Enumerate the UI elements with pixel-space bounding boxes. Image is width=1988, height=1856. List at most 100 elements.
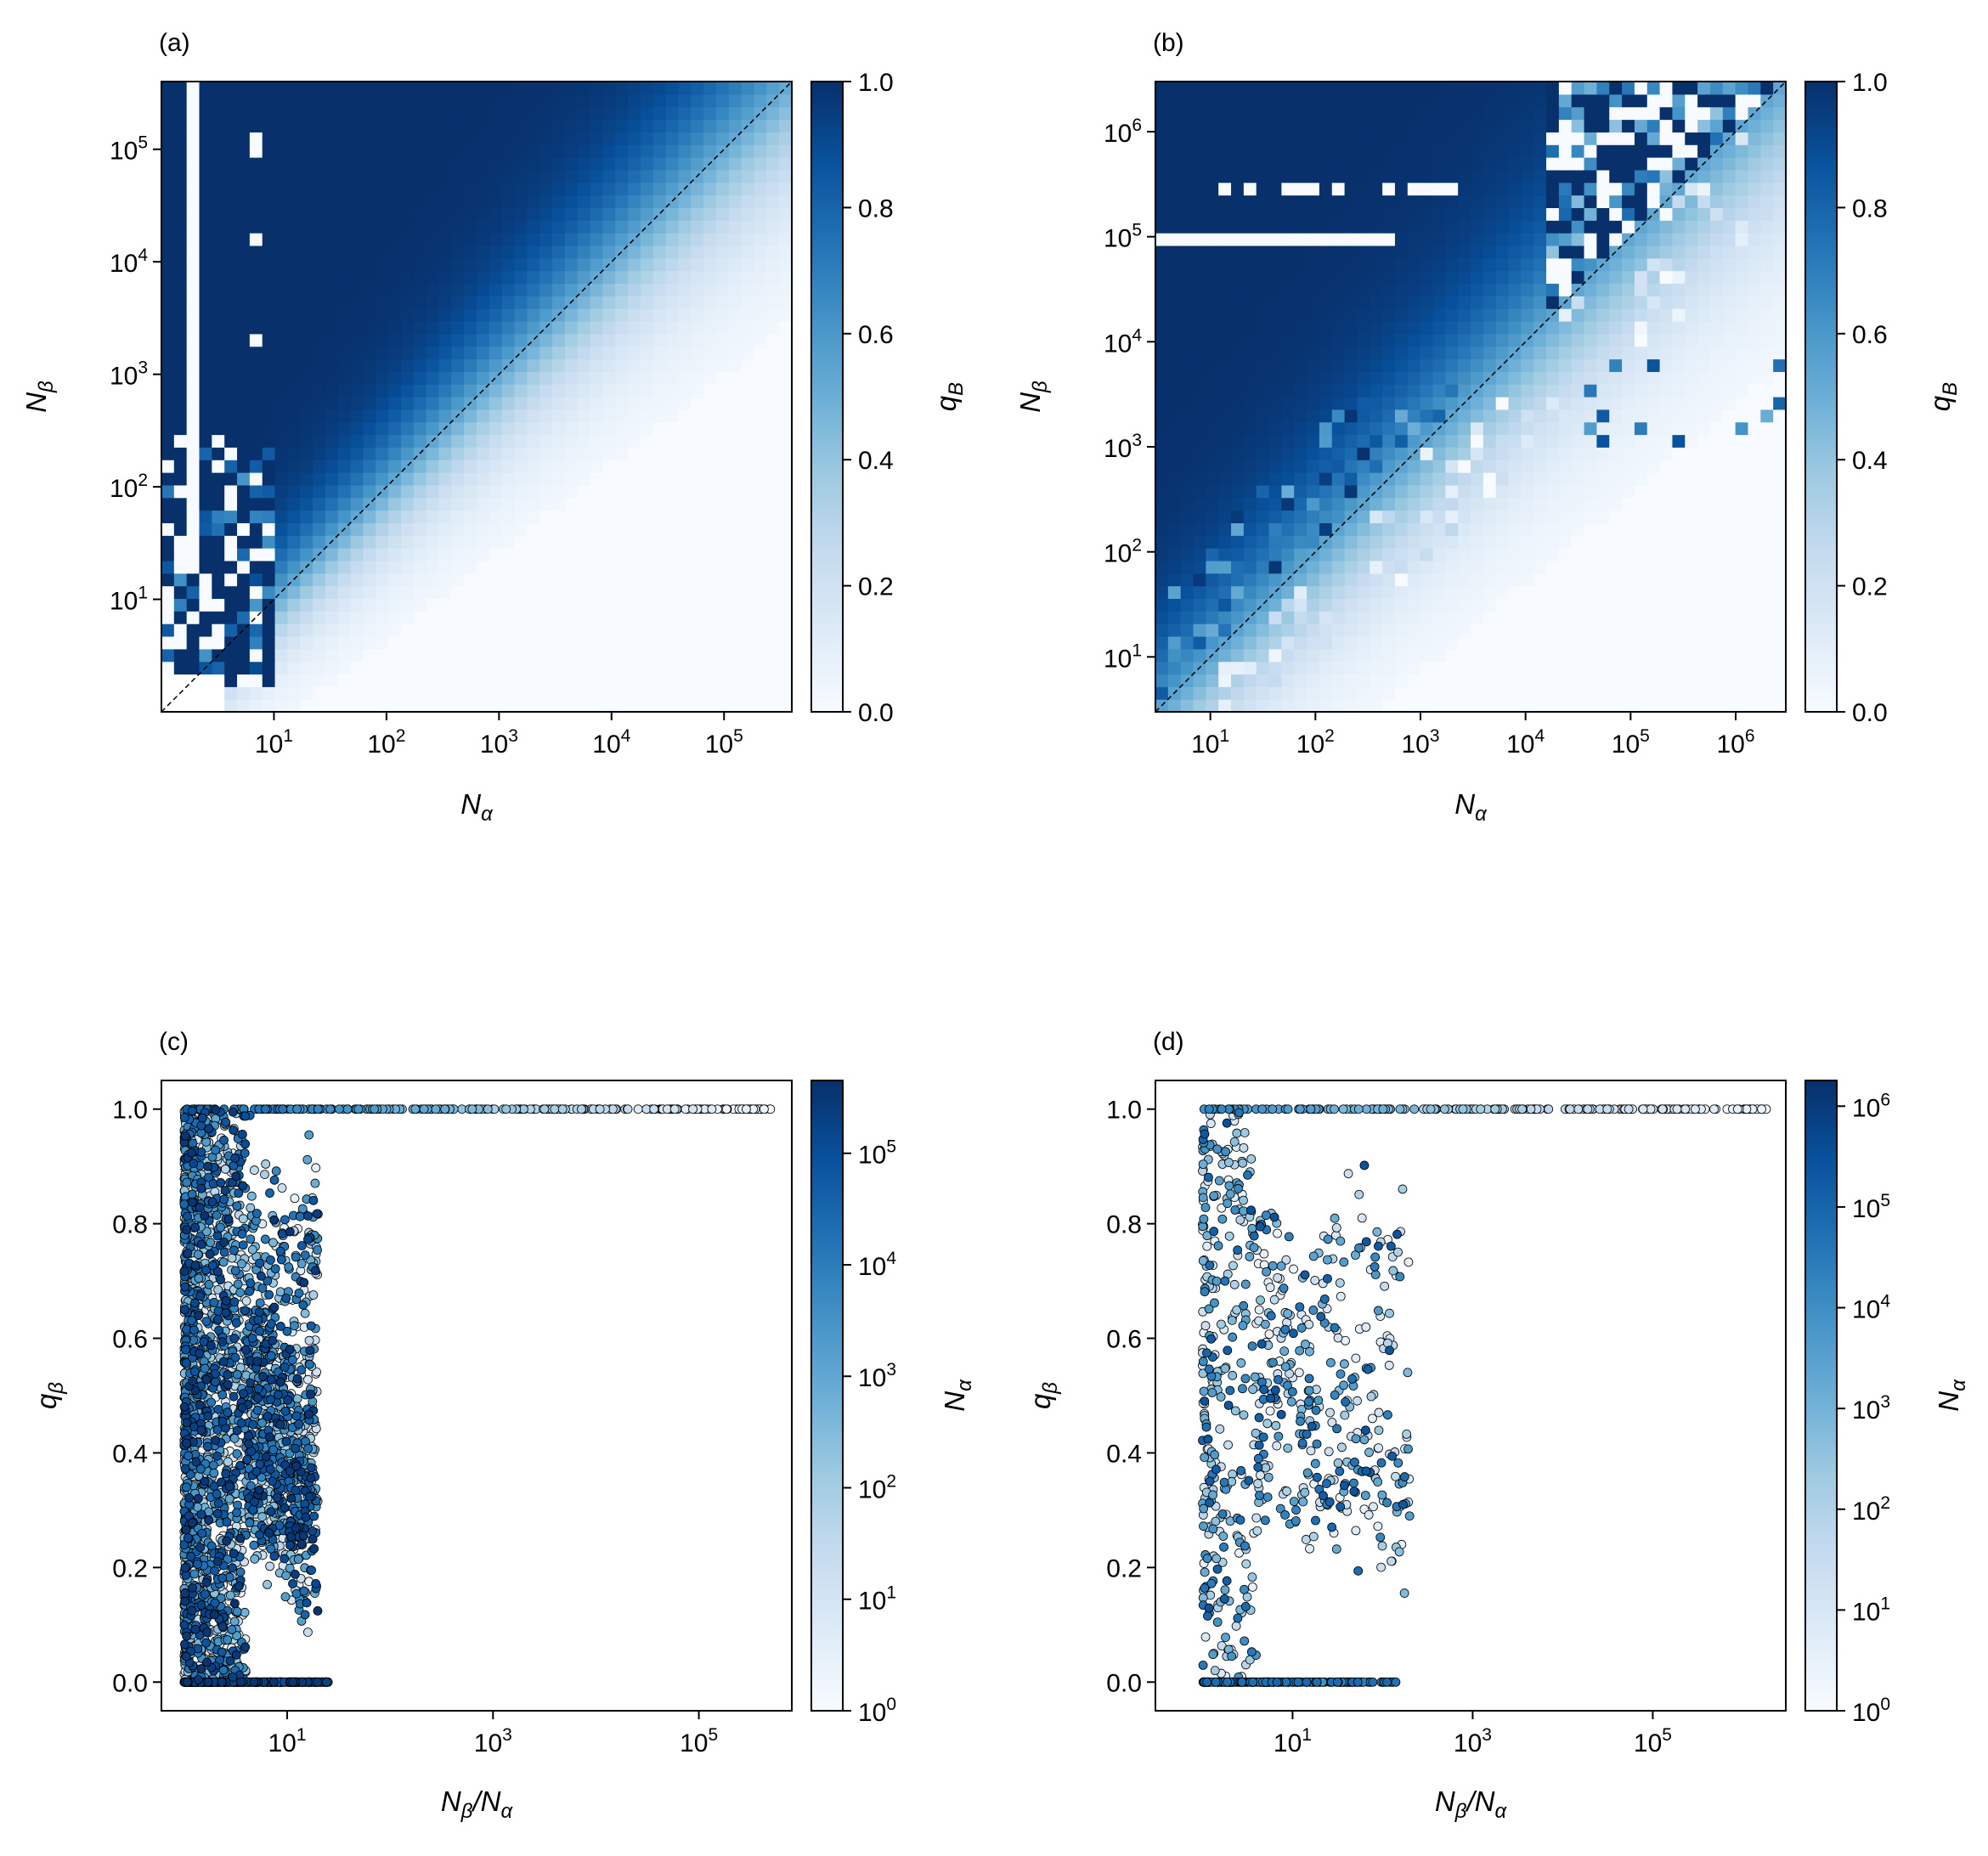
heatmap-cell xyxy=(1584,686,1597,700)
heatmap-cell xyxy=(1697,674,1711,687)
heatmap-cell xyxy=(1218,409,1232,423)
heatmap-cell xyxy=(1722,674,1737,687)
heatmap-cell xyxy=(1206,447,1219,460)
heatmap-cell xyxy=(1458,195,1471,208)
heatmap-cell xyxy=(1357,598,1370,612)
heatmap-cell xyxy=(1307,182,1320,196)
heatmap-cell xyxy=(1571,245,1585,259)
heatmap-cell xyxy=(438,82,452,95)
heatmap-cell xyxy=(703,460,717,473)
heatmap-cell xyxy=(564,233,579,246)
heatmap-cell xyxy=(590,674,603,687)
heatmap-cell xyxy=(489,560,503,574)
heatmap-cell xyxy=(274,686,288,700)
heatmap-cell xyxy=(1382,573,1396,587)
heatmap-cell xyxy=(350,106,364,121)
heatmap-cell xyxy=(1685,686,1698,700)
heatmap-cell xyxy=(628,182,641,196)
heatmap-cell xyxy=(1697,510,1711,523)
heatmap-cell xyxy=(1344,384,1358,398)
heatmap-cell xyxy=(1709,397,1724,410)
heatmap-cell xyxy=(400,207,415,221)
heatmap-cell xyxy=(1672,699,1686,713)
heatmap-cell xyxy=(691,598,704,612)
heatmap-cell xyxy=(501,182,516,196)
heatmap-cell xyxy=(400,257,415,272)
heatmap-cell xyxy=(413,384,427,398)
heatmap-cell xyxy=(1370,648,1383,663)
heatmap-cell xyxy=(274,674,288,687)
heatmap-cell xyxy=(1646,169,1661,183)
heatmap-cell xyxy=(1571,674,1585,687)
heatmap-cell xyxy=(173,384,188,398)
heatmap-cell xyxy=(451,169,465,183)
heatmap-cell xyxy=(678,484,692,499)
heatmap-cell xyxy=(237,333,251,347)
heatmap-cell xyxy=(1521,598,1534,612)
heatmap-cell xyxy=(1634,560,1648,574)
heatmap-cell xyxy=(1533,484,1547,499)
heatmap-cell xyxy=(1735,283,1749,296)
heatmap-cell xyxy=(1458,510,1471,523)
heatmap-cell xyxy=(1167,346,1182,360)
heatmap-cell xyxy=(287,434,301,448)
heatmap-cell xyxy=(262,560,276,574)
heatmap-cell xyxy=(539,560,553,574)
heatmap-cell xyxy=(199,635,212,650)
heatmap-cell xyxy=(376,257,389,272)
heatmap-cell xyxy=(262,397,276,410)
heatmap-cell xyxy=(237,157,251,171)
heatmap-cell xyxy=(552,699,566,713)
heatmap-cell xyxy=(514,270,528,285)
heatmap-cell xyxy=(376,283,389,296)
heatmap-cell xyxy=(212,320,225,335)
heatmap-cell xyxy=(552,585,566,600)
heatmap-cell xyxy=(1748,195,1761,208)
heatmap-cell xyxy=(1748,157,1761,171)
heatmap-cell xyxy=(1319,548,1333,561)
heatmap-cell xyxy=(363,635,376,650)
heatmap-cell xyxy=(552,611,566,624)
heatmap-cell xyxy=(274,661,288,675)
heatmap-cell xyxy=(237,548,251,561)
heatmap-cell xyxy=(237,460,251,473)
heatmap-cell xyxy=(161,535,175,549)
heatmap-cell xyxy=(741,699,755,713)
heatmap-cell xyxy=(400,93,415,108)
heatmap-cell xyxy=(1458,409,1471,423)
heatmap-cell xyxy=(1432,510,1446,523)
heatmap-cell xyxy=(1319,573,1333,587)
heatmap-cell xyxy=(1281,233,1295,246)
heatmap-cell xyxy=(426,560,440,574)
heatmap-cell xyxy=(527,535,540,549)
heatmap-cell xyxy=(1609,510,1623,523)
heatmap-cell xyxy=(1155,497,1169,511)
heatmap-cell xyxy=(489,93,503,108)
heatmap-cell xyxy=(161,484,175,499)
heatmap-cell xyxy=(477,371,490,385)
heatmap-cell xyxy=(527,421,540,436)
heatmap-cell xyxy=(1193,132,1206,145)
heatmap-cell xyxy=(1622,560,1635,574)
heatmap-cell xyxy=(715,648,730,663)
heatmap-cell xyxy=(1697,460,1711,473)
heatmap-cell xyxy=(514,384,528,398)
heatmap-cell xyxy=(464,157,477,171)
heatmap-cell xyxy=(199,333,212,347)
heatmap-cell xyxy=(1709,308,1724,322)
heatmap-cell xyxy=(1495,144,1510,158)
heatmap-cell xyxy=(1231,484,1245,499)
heatmap-cell xyxy=(1508,472,1522,486)
heatmap-cell xyxy=(1382,434,1396,448)
heatmap-cell xyxy=(1508,182,1522,196)
heatmap-cell xyxy=(1533,535,1547,549)
heatmap-cell xyxy=(1243,510,1257,523)
heatmap-cell xyxy=(1634,510,1648,523)
heatmap-cell xyxy=(1495,686,1510,700)
heatmap-cell xyxy=(249,522,263,536)
heatmap-cell xyxy=(1646,434,1661,448)
heatmap-cell xyxy=(1558,699,1573,713)
heatmap-cell xyxy=(1307,661,1320,675)
heatmap-cell xyxy=(1432,497,1446,511)
heatmap-cell xyxy=(590,119,603,133)
